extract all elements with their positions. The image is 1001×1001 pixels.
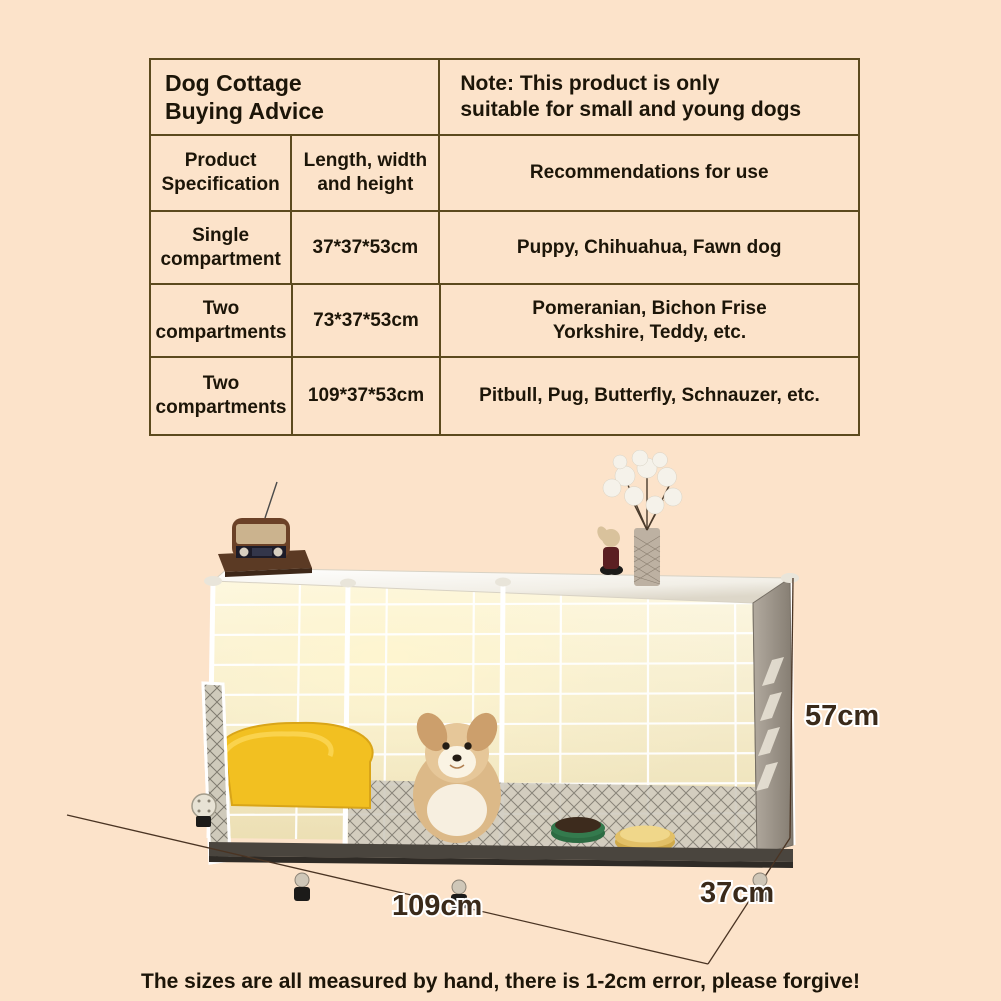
svg-text:109cm: 109cm [392, 890, 482, 922]
svg-text:37cm: 37cm [700, 877, 774, 909]
svg-text:57cm: 57cm [805, 700, 879, 732]
